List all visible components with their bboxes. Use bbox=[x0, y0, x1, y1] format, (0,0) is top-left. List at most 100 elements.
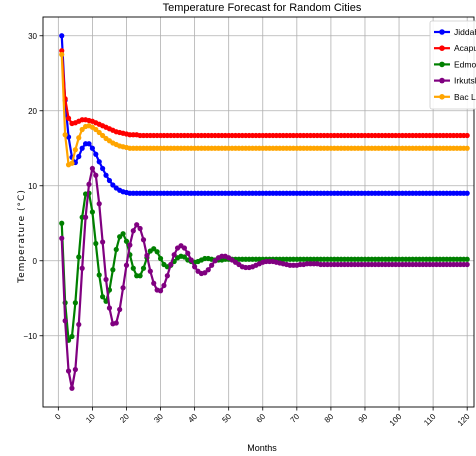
x-tick-label: 60 bbox=[255, 412, 268, 425]
data-point-irkutsk bbox=[212, 258, 218, 264]
plot-frame bbox=[42, 16, 475, 408]
data-point-irkutsk bbox=[113, 320, 119, 326]
data-point-bac-lieu bbox=[69, 160, 75, 166]
legend-item-edmonton: Edmonton bbox=[434, 59, 476, 69]
data-point-acapulco bbox=[59, 48, 65, 54]
data-point-irkutsk bbox=[157, 288, 164, 294]
x-tick-label: 0 bbox=[53, 412, 63, 422]
x-tick-label: 90 bbox=[357, 412, 370, 425]
data-point-bac-lieu bbox=[62, 132, 68, 138]
data-point-irkutsk bbox=[62, 318, 68, 324]
data-point-irkutsk bbox=[181, 245, 187, 251]
y-tick-labels: −10 0 10 20 30 bbox=[23, 32, 37, 341]
series-line-acapulco bbox=[60, 50, 468, 137]
x-tick-label: 100 bbox=[388, 412, 404, 428]
data-point-edmonton bbox=[72, 300, 78, 306]
data-point-irkutsk bbox=[69, 385, 75, 391]
data-point-edmonton bbox=[96, 272, 102, 278]
data-point-irkutsk bbox=[86, 181, 92, 187]
data-point-edmonton bbox=[69, 333, 75, 340]
data-point-edmonton bbox=[89, 209, 95, 215]
data-point-irkutsk bbox=[103, 276, 109, 283]
data-point-bac-lieu bbox=[464, 145, 470, 151]
data-point-irkutsk bbox=[205, 267, 211, 273]
data-point-irkutsk bbox=[164, 273, 170, 279]
data-point-jiddah bbox=[464, 190, 470, 196]
data-point-edmonton bbox=[137, 273, 143, 279]
data-point-edmonton bbox=[181, 254, 187, 260]
series-line-irkutsk bbox=[60, 165, 468, 389]
legend-marker bbox=[439, 77, 445, 84]
grid-lines bbox=[43, 17, 474, 407]
data-point-irkutsk bbox=[93, 172, 99, 178]
data-point-irkutsk bbox=[106, 305, 113, 311]
data-point-edmonton bbox=[120, 231, 126, 237]
data-point-jiddah bbox=[96, 159, 102, 165]
data-point-irkutsk bbox=[161, 282, 167, 289]
legend-marker bbox=[439, 29, 445, 35]
y-tick-label: 10 bbox=[28, 182, 37, 191]
data-point-irkutsk bbox=[65, 368, 72, 374]
x-tick-label: 10 bbox=[84, 412, 97, 425]
legend-box bbox=[429, 20, 476, 110]
legend-label: Edmonton bbox=[454, 59, 476, 69]
legend: Jiddah Acapulco Edmonton Irkutsk Bac Lieu bbox=[429, 20, 476, 110]
data-point-jiddah bbox=[89, 145, 95, 151]
data-point-irkutsk bbox=[130, 228, 136, 234]
data-point-irkutsk bbox=[100, 239, 106, 245]
data-point-bac-lieu bbox=[93, 126, 99, 133]
data-point-irkutsk bbox=[59, 235, 65, 241]
data-point-acapulco bbox=[464, 132, 470, 139]
data-point-irkutsk bbox=[202, 270, 208, 276]
data-point-edmonton bbox=[76, 254, 82, 260]
x-tick-label: 50 bbox=[220, 412, 233, 425]
data-point-bac-lieu bbox=[72, 147, 78, 153]
x-tick-label: 80 bbox=[323, 412, 336, 425]
data-point-bac-lieu bbox=[59, 51, 65, 58]
data-point-irkutsk bbox=[89, 165, 95, 172]
data-point-jiddah bbox=[110, 182, 116, 188]
data-point-irkutsk bbox=[79, 265, 85, 271]
x-tick-label: 120 bbox=[456, 412, 472, 428]
data-point-irkutsk bbox=[96, 201, 102, 207]
data-point-bac-lieu bbox=[100, 132, 106, 139]
data-point-irkutsk bbox=[147, 268, 153, 274]
data-point-bac-lieu bbox=[76, 135, 82, 141]
x-tick-label: 110 bbox=[422, 412, 438, 428]
data-point-irkutsk bbox=[76, 321, 82, 328]
data-point-edmonton bbox=[103, 298, 109, 304]
axes bbox=[39, 16, 475, 411]
y-tick-label: 0 bbox=[33, 257, 38, 266]
data-point-edmonton bbox=[100, 294, 106, 300]
data-point-irkutsk bbox=[72, 366, 78, 373]
data-point-bac-lieu bbox=[79, 126, 85, 133]
x-tick-label: 20 bbox=[118, 412, 131, 425]
chart-title: Temperature Forecast for Random Cities bbox=[163, 2, 362, 14]
x-tick-label: 70 bbox=[289, 412, 302, 425]
data-point-irkutsk bbox=[192, 264, 198, 270]
data-point-edmonton bbox=[151, 246, 157, 252]
y-tick-label: −10 bbox=[23, 332, 37, 341]
data-point-jiddah bbox=[103, 172, 109, 178]
data-point-acapulco bbox=[65, 115, 72, 121]
legend-item-jiddah: Jiddah bbox=[434, 27, 476, 37]
data-point-bac-lieu bbox=[96, 129, 102, 136]
x-axis-label: Months bbox=[247, 443, 277, 453]
data-point-irkutsk bbox=[171, 252, 177, 258]
series-irkutsk bbox=[59, 165, 470, 391]
data-point-irkutsk bbox=[134, 222, 140, 228]
data-point-edmonton bbox=[110, 267, 116, 273]
data-point-irkutsk bbox=[82, 214, 89, 220]
data-point-edmonton bbox=[93, 240, 99, 247]
legend-marker bbox=[439, 94, 445, 100]
data-point-edmonton bbox=[140, 265, 147, 271]
x-tick-label: 40 bbox=[186, 412, 199, 425]
data-point-edmonton bbox=[59, 220, 65, 226]
data-point-edmonton bbox=[154, 249, 160, 255]
legend-item-bac-lieu: Bac Lieu bbox=[434, 92, 476, 102]
data-point-edmonton bbox=[157, 255, 164, 262]
legend-label: Irkutsk bbox=[454, 76, 476, 86]
y-axis-label: Temperature (°C) bbox=[17, 189, 27, 284]
data-point-irkutsk bbox=[168, 261, 174, 268]
